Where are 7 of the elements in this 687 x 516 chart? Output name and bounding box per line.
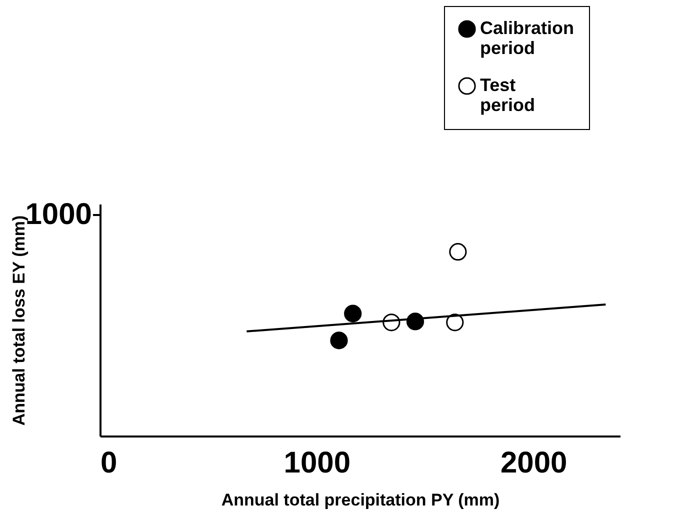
x-tick-label: 1000 [284,446,351,480]
x-tick-label: 2000 [500,446,568,480]
y-axis-title: Annual total loss EY (mm) [10,215,28,426]
legend-label: Calibration period [480,18,574,58]
x-tick-label: 0 [100,446,118,480]
x-axis-title: Annual total precipitation PY (mm) [221,490,500,510]
legend-label: Test period [480,75,536,115]
